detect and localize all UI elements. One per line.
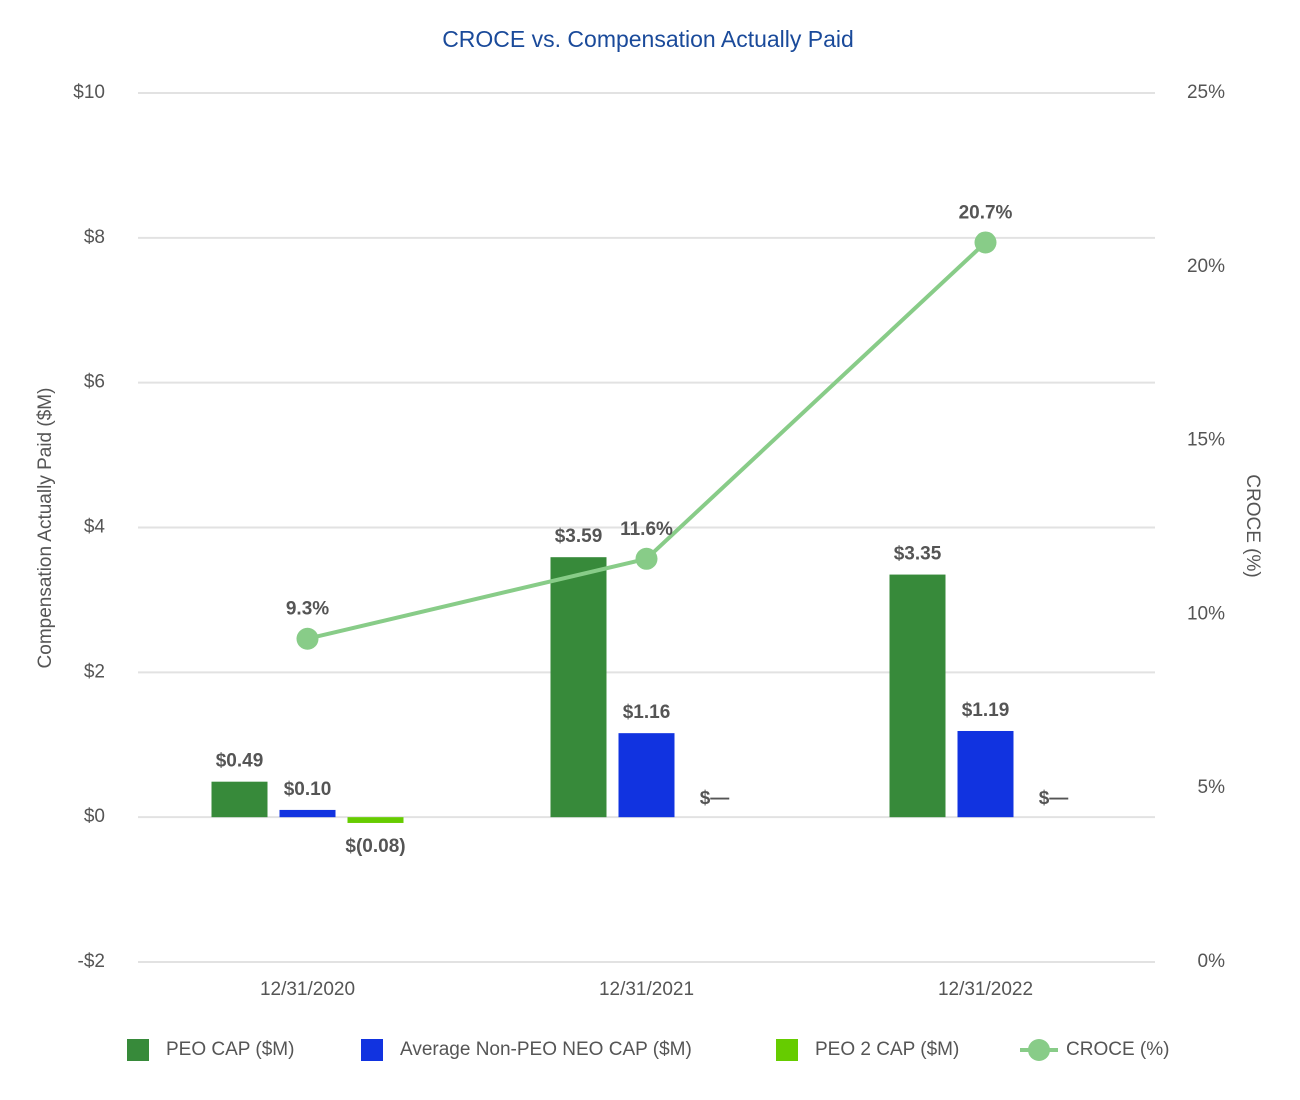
y-tick-label: $8 [84,227,105,248]
y2-tick-label: 0% [1198,951,1226,972]
y-tick-label: $2 [84,661,105,682]
line [307,241,987,641]
y-tick-label: $10 [73,82,105,103]
y2-tick-label: 25% [1187,82,1225,103]
value-label: $(0.08) [345,836,405,857]
y-tick-label: -$2 [78,951,105,972]
y-axis-label: Compensation Actually Paid ($M) [35,388,56,669]
bar [347,817,404,823]
line-point [974,231,997,254]
line-point [296,627,319,650]
value-label: $3.35 [894,544,942,565]
value-label: 11.6% [620,519,673,540]
bar [211,781,268,818]
value-label: 9.3% [286,599,329,620]
bar [279,809,336,818]
bar [550,557,607,818]
x-tick-label: 12/31/2020 [260,979,355,1000]
y-tick-label: $0 [84,806,105,827]
y2-tick-label: 5% [1198,777,1226,798]
value-label: $1.16 [623,702,671,723]
y2-tick-label: 15% [1187,430,1225,451]
bar [957,730,1014,818]
x-tick-label: 12/31/2022 [938,979,1033,1000]
value-label: 20.7% [959,202,1013,223]
y2-axis-label: CROCE (%) [1242,474,1263,577]
value-label: $0.10 [284,779,332,800]
chart-title: CROCE vs. Compensation Actually Paid [442,26,854,52]
bar [618,733,675,818]
value-label: $3.59 [555,526,603,547]
legend-label: Average Non-PEO NEO CAP ($M) [400,1039,692,1060]
bar [889,574,946,818]
legend-swatch [776,1039,798,1061]
y-tick-label: $4 [84,517,106,538]
x-tick-label: 12/31/2021 [599,979,694,1000]
value-label: $0.49 [216,751,264,772]
legend-label: PEO 2 CAP ($M) [815,1039,959,1060]
y2-tick-label: 10% [1187,603,1225,624]
legend-label: PEO CAP ($M) [166,1039,294,1060]
value-label: $— [1039,788,1069,809]
value-label: $1.19 [962,700,1010,721]
legend-swatch [1028,1039,1050,1061]
value-label: $— [700,788,730,809]
legend-swatch [127,1039,149,1061]
y-tick-label: $6 [84,372,105,393]
y2-tick-label: 20% [1187,256,1225,277]
legend-label: CROCE (%) [1066,1039,1169,1060]
line-point [635,547,658,570]
legend-swatch [361,1039,383,1061]
